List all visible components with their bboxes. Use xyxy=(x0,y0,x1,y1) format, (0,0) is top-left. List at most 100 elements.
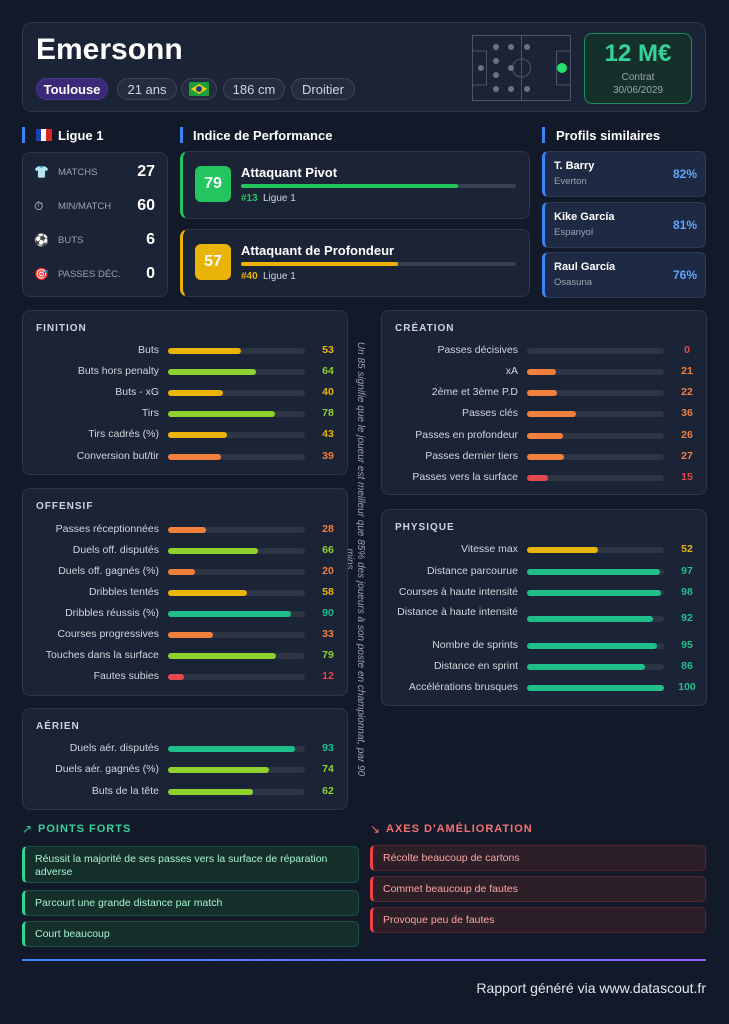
improvements-item: Récolte beaucoup de cartons xyxy=(370,845,706,871)
score-bar xyxy=(241,262,398,266)
section-title: OFFENSIF xyxy=(36,501,94,512)
percentile-bar xyxy=(168,746,296,752)
stat-label: Passes clés xyxy=(461,407,518,419)
stat-label: Tirs cadrés (%) xyxy=(88,428,159,440)
stat-value: 6 xyxy=(146,231,155,248)
stat-label: MIN/MATCH xyxy=(58,201,112,212)
score-bar xyxy=(241,184,459,188)
section-card xyxy=(381,310,707,495)
stat-label: Buts - xG xyxy=(115,386,159,398)
accent xyxy=(180,127,183,143)
stat-value: 21 xyxy=(681,365,693,377)
score-box: 57 xyxy=(195,244,231,280)
bar-track xyxy=(527,390,664,396)
similar-score: 76% xyxy=(672,268,697,282)
bar-track xyxy=(168,674,305,680)
stat-label: Duels off. gagnés (%) xyxy=(58,565,159,577)
rank-league: Ligue 1 xyxy=(263,193,296,204)
percentile-bar xyxy=(527,569,660,575)
section-title: PHYSIQUE xyxy=(395,522,455,533)
bar-track xyxy=(168,432,305,438)
flag-icon xyxy=(36,129,52,141)
similar-club: Espanyol xyxy=(554,227,594,238)
percentile-bar xyxy=(168,767,270,773)
improvements-item: Provoque peu de fautes xyxy=(370,907,706,933)
improvements-title: AXES D'AMÉLIORATION xyxy=(386,823,533,835)
similar-card xyxy=(542,252,706,298)
divider xyxy=(22,959,706,961)
bar-track xyxy=(527,348,664,354)
stat-icon: ⚽ xyxy=(34,233,49,247)
rank: #40 xyxy=(241,271,258,282)
section-title: CRÉATION xyxy=(395,323,455,334)
age-pill: 21 ans xyxy=(117,78,177,100)
stat-value: 0 xyxy=(684,344,690,356)
stat-value: 97 xyxy=(681,565,693,577)
stat-value: 26 xyxy=(681,429,693,441)
stat-value: 28 xyxy=(322,523,334,535)
stat-value: 58 xyxy=(322,586,334,598)
percentile-bar xyxy=(168,432,227,438)
footer: Rapport généré via www.datascout.fr xyxy=(476,980,706,996)
stat-value: 36 xyxy=(681,407,693,419)
stat-value: 78 xyxy=(322,407,334,419)
contract-label: Contrat xyxy=(621,72,655,83)
similar-card xyxy=(542,202,706,248)
trend-icon: ↘ xyxy=(370,822,381,836)
similar-club: Everton xyxy=(554,176,587,187)
bar-track xyxy=(168,454,305,460)
percentile-bar xyxy=(527,411,577,417)
similar-name: T. Barry xyxy=(554,160,595,172)
stat-label: Distance à haute intensité xyxy=(397,606,518,618)
stat-value: 100 xyxy=(678,681,696,693)
stat-value: 93 xyxy=(322,742,334,754)
stat-value: 53 xyxy=(322,344,334,356)
similar-card xyxy=(542,151,706,197)
stat-icon: ⏱ xyxy=(34,199,44,213)
stat-value: 98 xyxy=(681,586,693,598)
player-name: Emersonn xyxy=(36,33,183,66)
percentile-bar xyxy=(527,685,664,691)
bar-track xyxy=(168,569,305,575)
stat-label: Courses à haute intensité xyxy=(398,586,518,598)
percentile-bar xyxy=(168,548,259,554)
similar-score: 82% xyxy=(672,167,697,181)
market-value: 12 M€ xyxy=(604,40,672,67)
stat-label: Nombre de sprints xyxy=(432,639,518,651)
bar-track xyxy=(527,433,664,439)
similar-club: Osasuna xyxy=(554,277,593,288)
percentile-bar xyxy=(168,411,275,417)
contract-date: 30/06/2029 xyxy=(612,85,664,96)
percentile-bar xyxy=(168,569,196,575)
stat-value: 60 xyxy=(137,197,155,214)
percentile-bar xyxy=(527,616,654,622)
stat-label: BUTS xyxy=(58,235,84,246)
section-title: AÉRIEN xyxy=(36,721,80,732)
bar-track xyxy=(527,369,664,375)
stat-value: 27 xyxy=(681,450,693,462)
stat-label: Distance en sprint xyxy=(433,660,518,672)
strengths-item: Parcourt une grande distance par match xyxy=(22,890,359,916)
stat-label: Courses progressives xyxy=(57,628,159,640)
percentile-bar xyxy=(527,454,564,460)
flag-icon xyxy=(189,82,209,96)
percentile-bar xyxy=(168,527,207,533)
accent xyxy=(542,127,545,143)
stat-label: Duels aér. disputés xyxy=(69,742,159,754)
stat-label: Touches dans la surface xyxy=(45,649,159,661)
stat-value: 90 xyxy=(322,607,334,619)
stat-value: 27 xyxy=(137,163,155,180)
percentile-bar xyxy=(168,454,222,460)
percentile-bar xyxy=(527,643,658,649)
stat-label: Duels aér. gagnés (%) xyxy=(55,763,159,775)
stat-value: 95 xyxy=(681,639,693,651)
stat-label: Buts de la tête xyxy=(91,785,159,797)
stat-label: Passes réceptionnées xyxy=(55,523,159,535)
similar-name: Raul García xyxy=(554,261,616,273)
height-pill: 186 cm xyxy=(223,78,285,100)
stat-label: Tirs xyxy=(141,407,159,419)
percentile-bar xyxy=(527,433,563,439)
stat-label: Conversion but/tir xyxy=(76,450,159,462)
stat-label: 2ème et 3ème P.D xyxy=(431,386,518,398)
